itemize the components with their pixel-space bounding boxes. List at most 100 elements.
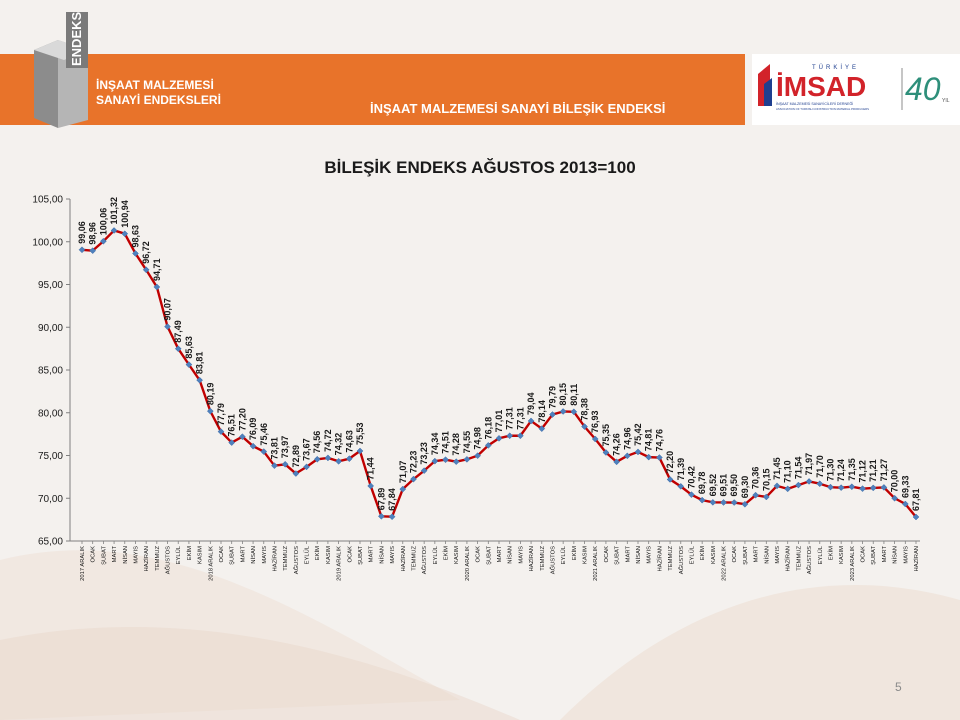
x-tick-label: OCAK (732, 546, 738, 563)
x-tick-label: ŞUBAT (486, 546, 492, 565)
data-label: 72,20 (665, 451, 675, 474)
data-label: 69,50 (729, 474, 739, 497)
x-tick-label: 2022 ARALIK (722, 546, 728, 581)
x-tick-label: AĞUSTOS (165, 546, 172, 574)
data-point-marker (110, 227, 118, 234)
x-tick-label: ŞUBAT (101, 546, 107, 565)
data-label: 70,36 (751, 467, 761, 490)
data-point-marker (613, 458, 620, 466)
data-label: 71,70 (815, 455, 825, 478)
data-label: 67,81 (911, 488, 921, 511)
data-point-marker (698, 496, 706, 504)
data-label: 71,30 (825, 459, 835, 482)
data-point-marker (420, 467, 428, 474)
data-point-marker (292, 470, 300, 477)
data-label: 71,44 (366, 457, 376, 480)
data-label: 71,21 (868, 459, 878, 482)
data-labels-group: 99,06 98,96 100,06 101,32 100,9498,6396,7294… (77, 197, 921, 511)
data-label: 98,96 (88, 222, 98, 245)
x-tick-label: EKİM (699, 546, 706, 560)
data-label: 71,12 (858, 460, 868, 483)
data-point-marker (345, 455, 353, 463)
data-point-marker (517, 432, 524, 440)
x-tick-label: HAZİRAN (271, 546, 278, 571)
x-tick-label: MART (112, 546, 118, 563)
data-label: 74,96 (622, 427, 632, 450)
x-tick-label: OCAK (219, 546, 225, 563)
x-tick-label: MART (882, 546, 888, 563)
data-point-marker (634, 448, 642, 456)
data-label: 74,98 (473, 427, 483, 450)
data-label: 70,00 (890, 470, 900, 493)
x-tick-label: OCAK (347, 546, 353, 563)
data-label: 74,72 (323, 429, 333, 452)
data-point-marker (623, 452, 631, 460)
data-point-marker (313, 455, 321, 463)
data-point-marker (474, 452, 481, 460)
x-tick-label: KASIM (583, 546, 589, 564)
data-point-marker (217, 428, 225, 435)
data-label: 71,97 (804, 453, 814, 476)
x-tick-label: EYLÜL (432, 545, 439, 564)
data-label: 83,81 (195, 352, 205, 375)
data-label: 75,46 (259, 423, 269, 446)
x-tick-label: EYLÜL (560, 545, 567, 564)
data-label: 77,31 (505, 407, 515, 430)
x-tick-label: NİSAN (763, 546, 770, 564)
y-tick-label: 90,00 (38, 323, 63, 334)
data-point-marker (538, 425, 546, 433)
x-tick-label: HAZİRAN (528, 546, 535, 571)
data-label: 69,33 (900, 475, 910, 498)
x-tick-label: AĞUSTOS (293, 546, 300, 574)
x-tick-label: EKİM (314, 546, 321, 560)
data-point-marker (260, 448, 268, 455)
data-label: 87,49 (173, 320, 183, 343)
x-tick-label: NİSAN (507, 546, 514, 564)
endeks-logo: ENDEKS (34, 11, 88, 128)
data-point-marker (720, 499, 727, 506)
data-point-marker (249, 442, 257, 450)
data-point-marker (239, 433, 246, 441)
x-tick-label: TEMMUZ (411, 546, 417, 571)
data-point-marker (442, 456, 449, 464)
data-label: 73,23 (419, 442, 429, 465)
data-label: 67,84 (387, 488, 397, 511)
x-tick-label: NİSAN (378, 546, 385, 564)
x-tick-label: MART (497, 546, 503, 563)
x-tick-label: KASIM (198, 546, 204, 564)
x-tick-label: EKİM (571, 546, 578, 560)
data-point-marker (602, 449, 610, 456)
data-point-marker (891, 494, 898, 502)
y-axis: 65,00 70,00 75,00 80,00 85,00 90,00 95,00 100,0… (32, 195, 71, 548)
data-label: 72,89 (291, 445, 301, 468)
data-point-marker (271, 462, 278, 470)
data-point-marker (869, 484, 877, 492)
header-section-title: İNŞAAT MALZEMESİ SANAYİ ENDEKSLERİ (96, 78, 296, 108)
data-label: 71,39 (676, 458, 686, 481)
x-tick-label: NİSAN (122, 546, 129, 564)
data-point-marker (688, 491, 695, 499)
data-label: 76,51 (227, 414, 237, 437)
x-tick-label: TEMMUZ (283, 546, 289, 571)
data-label: 69,30 (740, 476, 750, 499)
data-point-marker (399, 485, 407, 493)
x-tick-label: 2021 ARALIK (593, 546, 599, 581)
data-point-marker (859, 485, 866, 493)
data-point-marker (709, 499, 717, 506)
data-label: 69,52 (708, 474, 718, 497)
data-label: 77,79 (216, 403, 226, 426)
header-main-title: İNŞAAT MALZEMESİ SANAYİ BİLEŞİK ENDEKSİ (370, 101, 666, 116)
data-point-marker (506, 432, 514, 440)
data-point-marker (591, 435, 599, 443)
data-label: 77,01 (494, 410, 504, 433)
data-label: 76,18 (483, 417, 493, 440)
x-tick-label: OCAK (604, 546, 610, 563)
background-swirl (560, 585, 960, 720)
x-tick-label: AĞUSTOS (421, 546, 428, 574)
data-label: 78,14 (537, 400, 547, 423)
x-tick-label: KASIM (711, 546, 717, 564)
data-label: 69,51 (719, 474, 729, 497)
chart-title: BİLEŞİK ENDEKS AĞUSTOS 2013=100 (324, 158, 636, 177)
